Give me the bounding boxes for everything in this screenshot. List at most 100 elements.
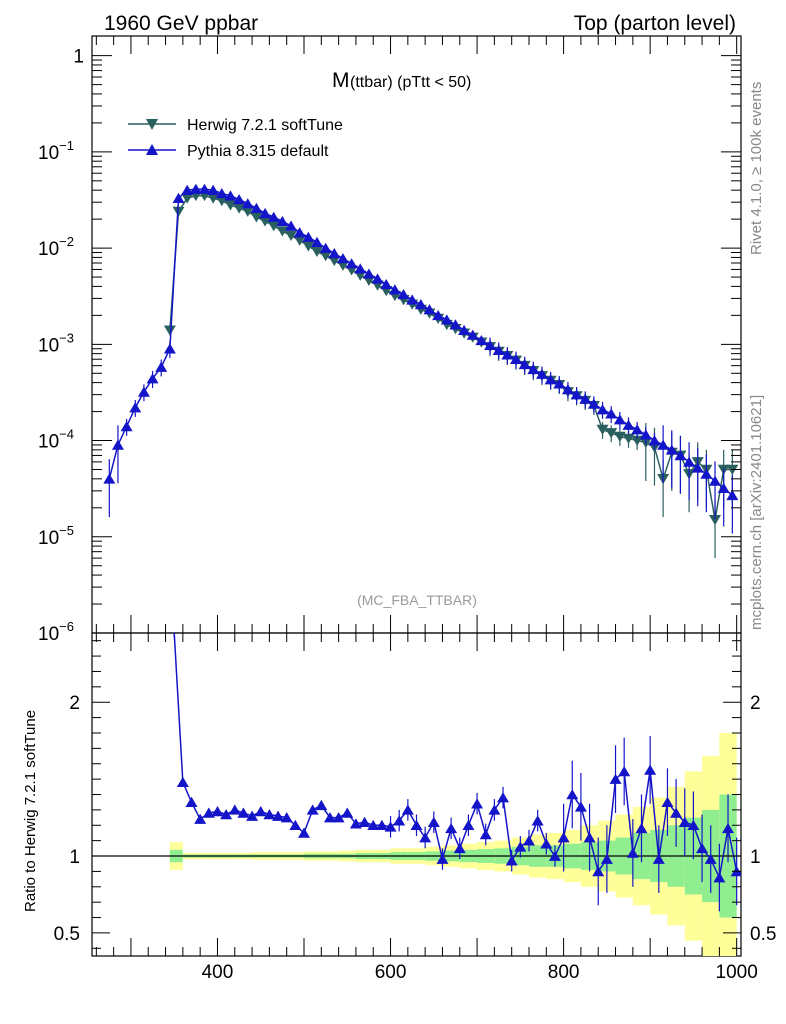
ratio-pythia-point xyxy=(557,832,570,843)
ratio-pythia-point xyxy=(254,806,267,817)
pythia-point xyxy=(233,194,246,205)
ratio-pythia-point xyxy=(462,819,475,831)
pythia-point xyxy=(648,435,661,446)
ratio-pythia-point xyxy=(609,773,622,784)
ratio-pythia-point xyxy=(272,810,285,821)
pythia-line xyxy=(108,188,733,496)
ratio-pythia-point xyxy=(263,809,276,820)
pythia-point xyxy=(709,475,722,486)
pythia-point xyxy=(336,253,349,264)
y-tick-label: 10−6 xyxy=(38,619,74,645)
pythia-point xyxy=(683,456,696,467)
ratio-pythia-point xyxy=(393,815,406,826)
ratio-pythia-point xyxy=(531,815,544,826)
pythia-point xyxy=(129,402,142,413)
pythia-point xyxy=(285,220,298,231)
ratio-pythia-point xyxy=(323,812,336,823)
x-tick-label: 400 xyxy=(202,962,234,983)
herwig-point xyxy=(293,235,306,246)
pythia-point xyxy=(189,183,202,194)
ratio-pythia-point xyxy=(349,818,362,829)
ratio-y-tick-label: 0.5 xyxy=(54,924,80,945)
ratio-series-layer xyxy=(173,633,741,912)
ratio-pythia-point xyxy=(375,819,388,831)
x-tick-label: 600 xyxy=(375,962,407,983)
ratio-y-tick-label: 1 xyxy=(69,847,80,868)
herwig-point xyxy=(207,193,220,204)
pythia-point xyxy=(587,398,600,409)
herwig-point xyxy=(319,251,332,262)
plot-title-main: M xyxy=(332,69,350,92)
ratio-pythia-point xyxy=(592,866,605,877)
ratio-pythia-point xyxy=(315,799,328,811)
ratio-y-tick-label-right: 1 xyxy=(750,847,761,868)
ratio-pythia-point xyxy=(505,855,518,866)
y-tick-label: 10−1 xyxy=(38,138,74,164)
ratio-pythia-point xyxy=(280,812,293,823)
ratio-pythia-point xyxy=(678,816,691,827)
ratio-pythia-point xyxy=(522,835,535,846)
pythia-point xyxy=(665,444,678,455)
pythia-point xyxy=(423,304,436,315)
herwig-point xyxy=(163,325,176,336)
ratio-pythia-point xyxy=(332,812,345,823)
ratio-pythia-point xyxy=(497,792,510,803)
herwig-point xyxy=(181,193,194,204)
ratio-y-tick-label-right: 2 xyxy=(750,693,761,714)
pythia-point xyxy=(579,393,592,404)
herwig-point xyxy=(285,230,298,241)
ratio-pythia-point xyxy=(722,822,735,834)
pythia-point xyxy=(510,353,523,365)
legend-pythia-label: Pythia 8.315 default xyxy=(187,143,329,160)
ratio-pythia-point xyxy=(644,764,657,775)
ratio-pythia-point xyxy=(488,804,501,815)
ratio-pythia-point xyxy=(401,804,414,815)
y-tick-label: 1 xyxy=(73,47,84,68)
pythia-point xyxy=(484,339,497,350)
ratio-pythia-point xyxy=(479,829,492,840)
herwig-point xyxy=(276,226,289,237)
pythia-point xyxy=(120,421,133,432)
pythia-point xyxy=(267,211,280,222)
analysis-watermark: (MC_FBA_TTBAR) xyxy=(357,592,477,608)
ratio-pythia-point xyxy=(358,816,371,827)
pythia-point xyxy=(319,242,332,253)
pythia-point xyxy=(137,386,150,397)
pythia-point xyxy=(371,273,384,284)
ratio-pythia-point xyxy=(384,821,397,832)
ratio-pythia-point xyxy=(540,838,553,849)
pythia-point xyxy=(414,298,427,310)
herwig-point xyxy=(215,196,228,207)
herwig-point xyxy=(613,431,626,442)
ratio-pythia-point xyxy=(237,807,250,818)
pythia-point xyxy=(362,268,375,279)
ratio-pythia-point xyxy=(289,819,302,831)
pythia-point xyxy=(570,389,583,400)
pythia-point xyxy=(250,202,263,213)
pythia-point xyxy=(492,344,505,355)
pythia-point xyxy=(726,489,739,501)
ratio-plot-frame xyxy=(91,632,742,957)
herwig-point xyxy=(233,203,246,214)
ratio-pythia-point xyxy=(661,796,674,807)
ratio-pythia-point xyxy=(670,807,683,818)
pythia-point xyxy=(146,373,159,384)
pythia-point xyxy=(691,462,704,473)
herwig-point xyxy=(250,212,263,223)
ratio-pythia-point xyxy=(410,819,423,831)
pythia-point xyxy=(111,439,124,450)
legend-herwig-marker xyxy=(146,119,158,130)
herwig-point xyxy=(259,216,272,227)
mcplots-reference-label: mcplots.cern.ch [arXiv:2401.10621] xyxy=(748,395,765,630)
ratio-pythia-point xyxy=(626,847,639,858)
pythia-point xyxy=(674,450,687,461)
ratio-pythia-point xyxy=(419,832,432,843)
ratio-pythia-point xyxy=(600,853,613,864)
ratio-pythia-point xyxy=(635,822,648,834)
pythia-point xyxy=(527,363,540,375)
ratio-pythia-point xyxy=(445,822,458,834)
pythia-point xyxy=(501,349,514,360)
ratio-pythia-point xyxy=(687,819,700,831)
ratio-pythia-point xyxy=(583,832,596,843)
